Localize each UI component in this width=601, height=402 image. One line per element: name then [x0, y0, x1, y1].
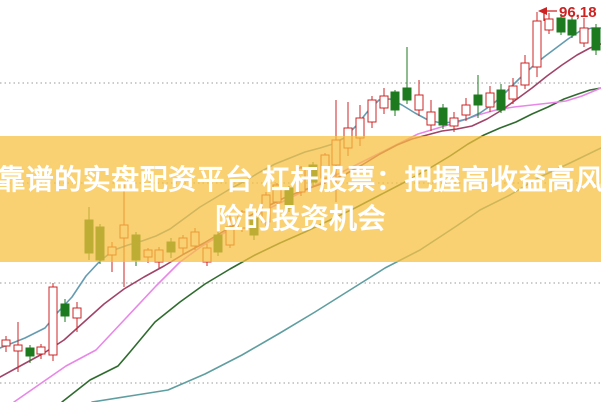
price-arrow-head-icon	[538, 7, 547, 15]
up-candle-body	[579, 27, 589, 44]
promo-banner-title-line1: 靠谱的实盘配资平台 杠杆股票：把握高收益高风	[0, 164, 601, 195]
up-candle-body	[414, 94, 424, 111]
up-candle-body	[367, 99, 377, 123]
down-candle-body	[567, 19, 577, 36]
down-candle-body	[496, 89, 506, 111]
up-candle-body	[485, 92, 495, 108]
down-candle-body	[556, 17, 566, 33]
up-candle-body	[355, 117, 365, 139]
up-candle-body	[426, 111, 436, 126]
down-candle-body	[473, 94, 483, 106]
down-candle-body	[60, 303, 70, 317]
up-candle-body	[36, 346, 46, 355]
down-candle-body	[591, 27, 601, 51]
up-candle-body	[520, 62, 530, 86]
down-candle-body	[390, 91, 400, 111]
down-candle-body	[402, 87, 412, 101]
up-candle-body	[449, 117, 459, 127]
promo-banner: 靠谱的实盘配资平台 杠杆股票：把握高收益高风 险的投资机会	[0, 136, 601, 262]
up-candle-body	[1, 339, 11, 347]
up-candle-body	[72, 307, 82, 319]
promo-banner-title-line2: 险的投资机会	[214, 203, 386, 234]
up-candle-body	[48, 286, 58, 356]
last-price-label: 96,18	[559, 4, 597, 21]
up-candle-body	[13, 344, 23, 352]
up-candle-body	[508, 85, 518, 100]
down-candle-body	[438, 107, 448, 126]
up-candle-body	[379, 95, 389, 109]
up-candle-body	[544, 18, 554, 31]
down-candle-body	[25, 347, 35, 357]
up-candle-body	[461, 104, 471, 116]
up-candle-body	[532, 20, 542, 68]
